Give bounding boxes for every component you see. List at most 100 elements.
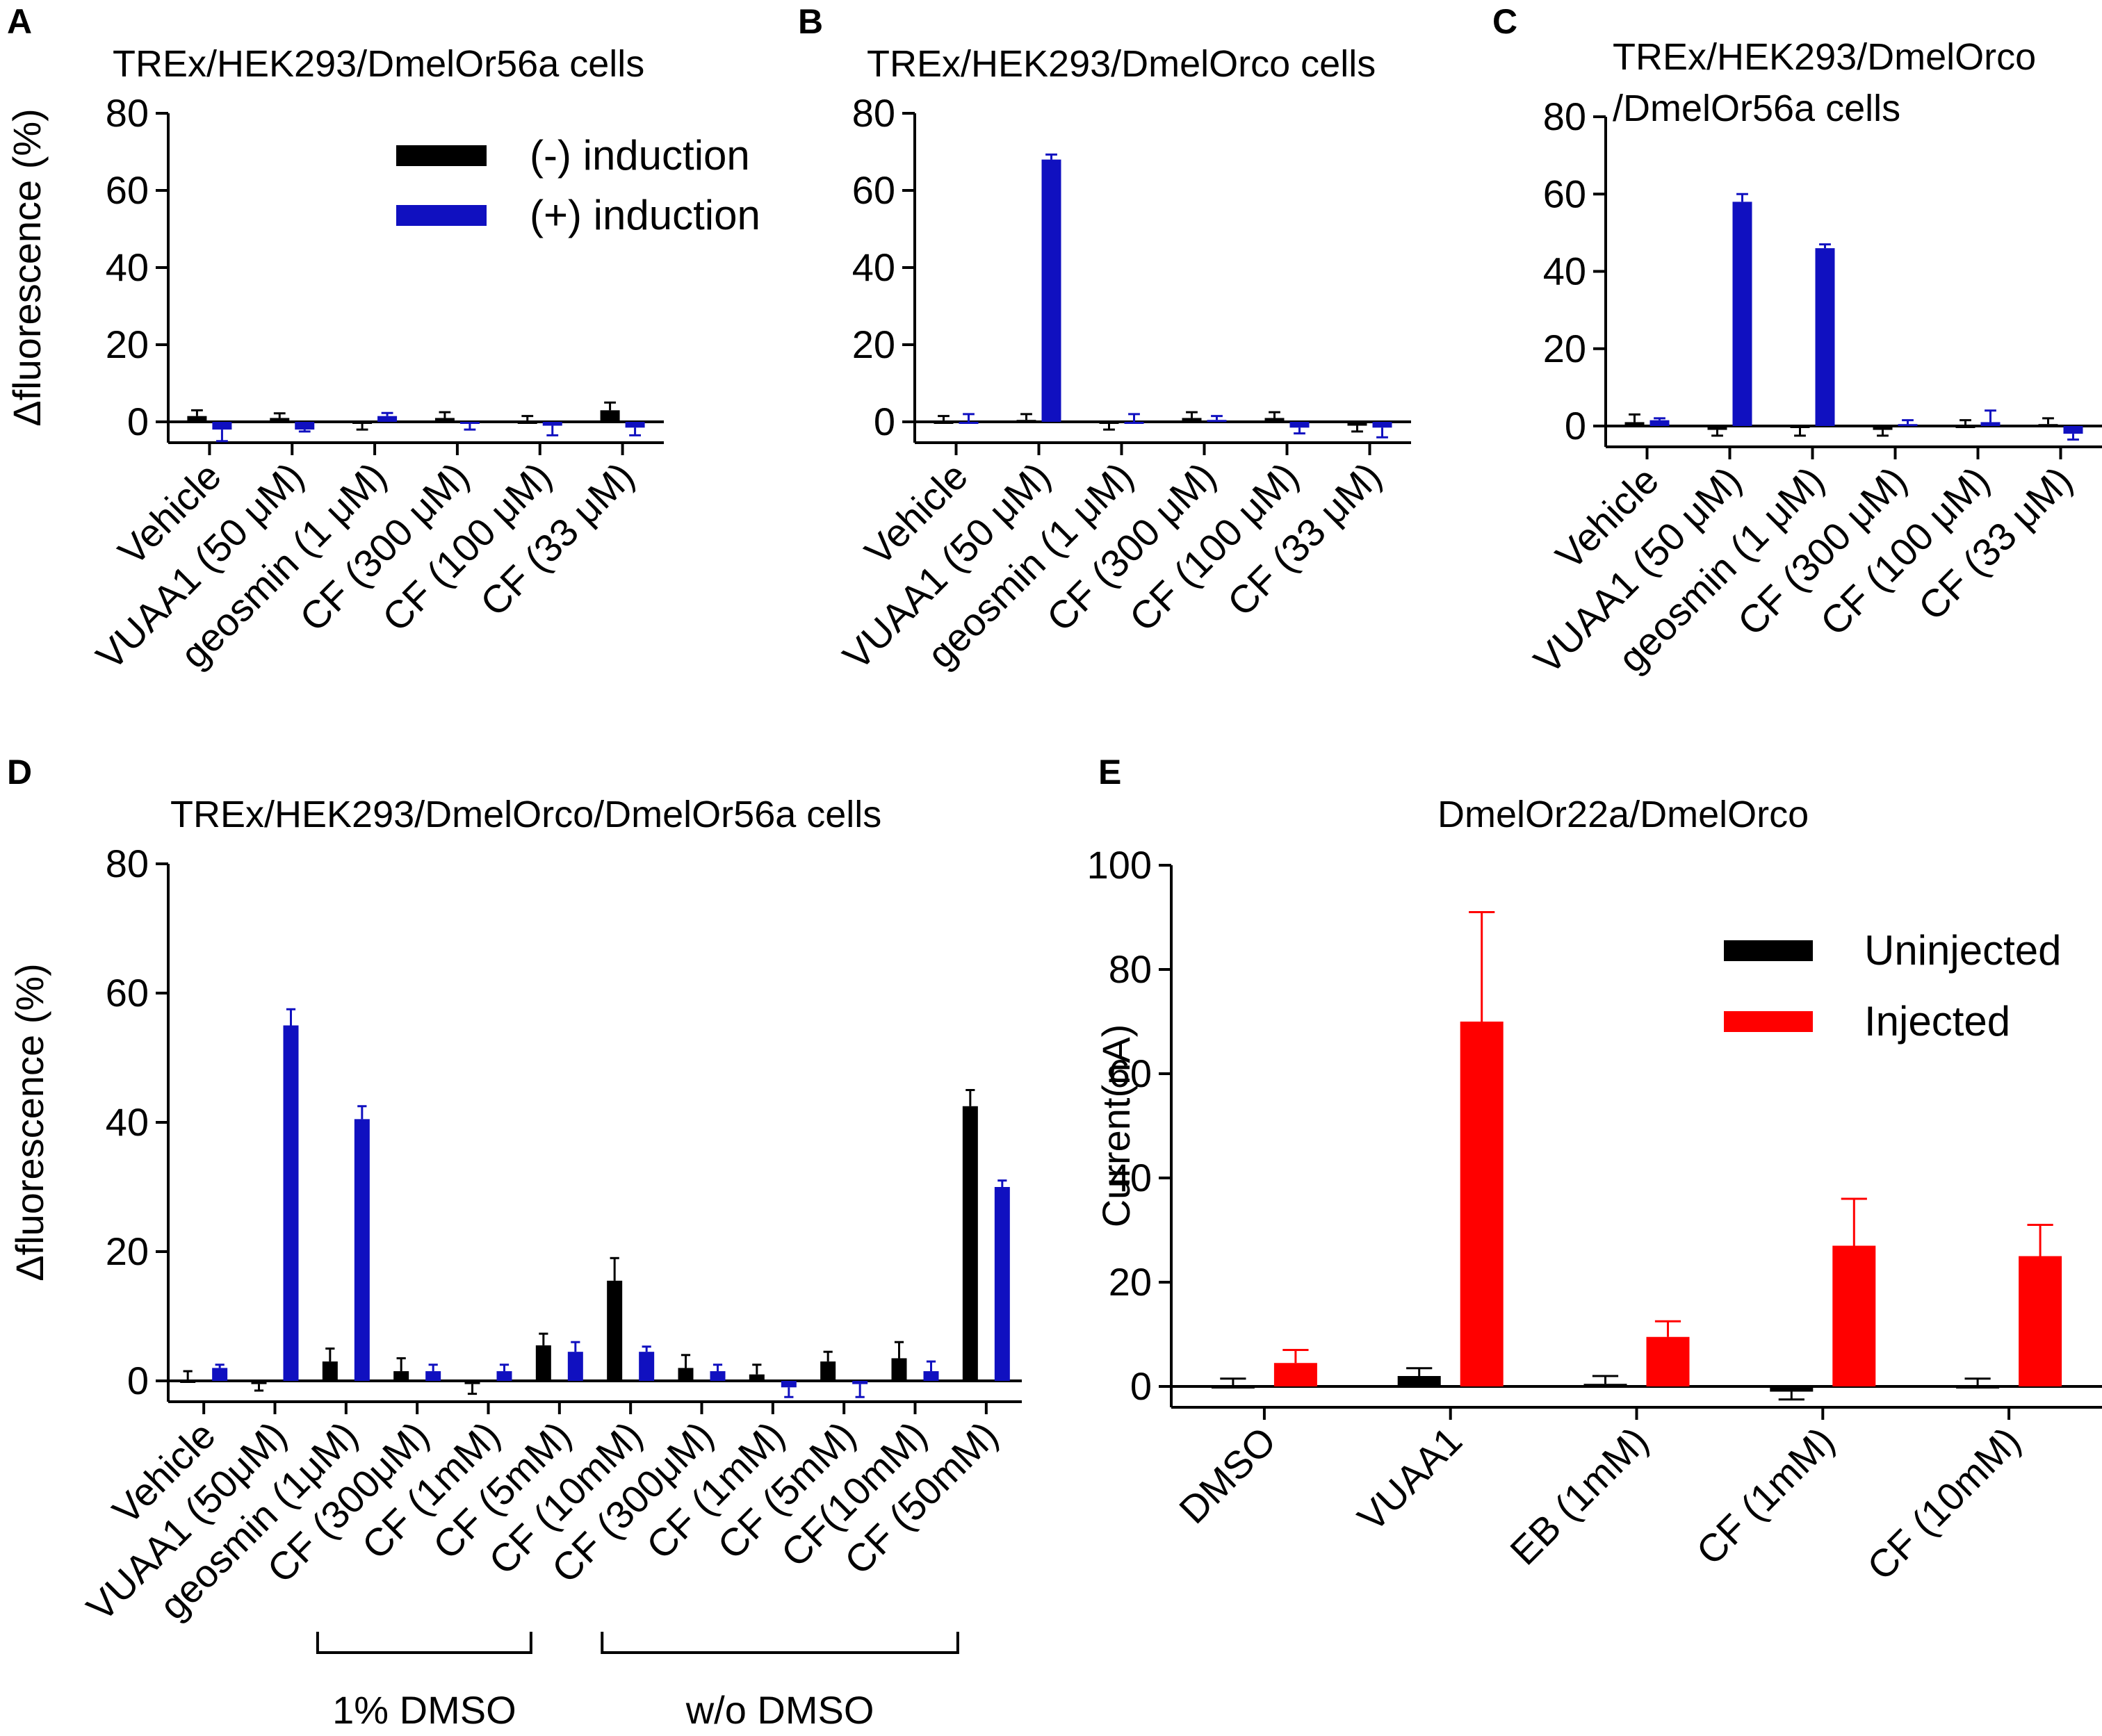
bar-series1: [749, 1374, 765, 1381]
panel-letter: E: [1098, 753, 1121, 792]
y-tick-label: 0: [1130, 1364, 1152, 1408]
y-tick-label: 40: [1109, 1156, 1152, 1199]
bar-series1: [1624, 422, 1645, 426]
bar-series2: [496, 1371, 512, 1381]
bar-series2: [567, 1352, 583, 1381]
bar-series2: [212, 422, 232, 430]
bar-series2: [2019, 1256, 2062, 1386]
y-axis-label: Δfluorescence (%): [8, 963, 51, 1281]
y-tick-label: 80: [106, 842, 149, 885]
panel-c: C TREx/HEK293/DmelOrco/DmelOr56a cells 0 20…: [1492, 2, 2102, 682]
y-tick-label: 60: [1109, 1051, 1152, 1095]
y-tick-label: 40: [1543, 249, 1586, 293]
bar-series2: [959, 422, 979, 424]
y-tick-label: 20: [106, 1229, 149, 1273]
bar-series1: [600, 410, 620, 422]
panel-title: /DmelOr56a cells: [1613, 88, 1900, 129]
y-tick-label: 40: [852, 245, 895, 289]
bar-series1: [934, 422, 954, 424]
bar-series1: [352, 422, 373, 424]
bar-series2: [1815, 248, 1835, 426]
bar-series1: [187, 416, 207, 422]
bar-series2: [1646, 1336, 1690, 1386]
bar-series2: [377, 416, 398, 422]
y-tick-label: 80: [1543, 95, 1586, 138]
bar-series1: [891, 1358, 907, 1381]
bar-series2: [425, 1371, 441, 1381]
panel-title: TREx/HEK293/DmelOr56a cells: [113, 43, 644, 85]
bar-series1: [1770, 1386, 1814, 1392]
bar-series1: [1583, 1384, 1627, 1386]
panel-letter: B: [798, 2, 823, 41]
bar-series1: [1397, 1376, 1441, 1386]
bar-series2: [923, 1371, 939, 1381]
bar-series2: [994, 1187, 1010, 1381]
bar-series2: [1980, 422, 2001, 426]
bar-series1: [607, 1280, 623, 1381]
y-tick-label: 40: [106, 1100, 149, 1144]
panel-title: TREx/HEK293/DmelOrco: [1613, 36, 2036, 78]
x-tick-label: EB (1mM): [1501, 1418, 1656, 1573]
legend-label: Injected: [1864, 998, 2010, 1045]
y-tick-label: 60: [1543, 172, 1586, 215]
y-axis-label: Current(nA): [1094, 1024, 1138, 1228]
bar-series1: [1099, 422, 1119, 424]
bar-series1: [393, 1371, 409, 1381]
panel-letter: A: [7, 2, 32, 41]
bar-series1: [1955, 426, 1975, 428]
legend-swatch: [1724, 940, 1813, 961]
panel-title: TREx/HEK293/DmelOrco/DmelOr56a cells: [170, 794, 881, 835]
y-tick-label: 80: [1109, 947, 1152, 991]
bar-series1: [678, 1368, 694, 1381]
bar-series2: [1649, 420, 1670, 426]
y-tick-label: 0: [127, 400, 149, 443]
y-tick-label: 0: [874, 400, 895, 443]
panel-a: A TREx/HEK293/DmelOr56a cells 0 20 40 60 80 Δfl…: [5, 2, 760, 678]
bar-series1: [1347, 422, 1367, 426]
legend-label: Uninjected: [1864, 927, 2062, 974]
y-tick-label: 0: [1565, 404, 1586, 448]
bar-series1: [1790, 426, 1810, 428]
y-tick-label: 0: [127, 1359, 149, 1402]
x-tick-label: CF (1mM): [1688, 1418, 1843, 1573]
y-tick-label: 80: [106, 91, 149, 135]
bar-series2: [212, 1368, 228, 1381]
legend-swatch: [1724, 1011, 1813, 1032]
bar-series1: [1211, 1386, 1255, 1389]
bar-series2: [542, 422, 562, 426]
bar-series1: [1264, 418, 1285, 422]
y-tick-label: 80: [852, 91, 895, 135]
y-tick-label: 60: [106, 971, 149, 1015]
bar-series1: [434, 418, 455, 422]
bar-series1: [1707, 426, 1727, 430]
x-tick-label: CF (10mM): [1859, 1418, 2029, 1589]
bar-series2: [1732, 202, 1752, 426]
y-tick-label: 20: [106, 322, 149, 366]
bar-series2: [1372, 422, 1392, 428]
bar-series2: [852, 1381, 868, 1384]
x-tick-label: DMSO: [1171, 1418, 1284, 1532]
bar-series1: [1182, 418, 1202, 422]
bar-series1: [270, 418, 290, 422]
y-tick-label: 40: [106, 245, 149, 289]
bar-series1: [2038, 424, 2058, 427]
bar-series1: [962, 1106, 978, 1381]
bar-series2: [295, 422, 315, 430]
bar-series2: [639, 1352, 655, 1381]
bar-series1: [322, 1361, 338, 1381]
bar-series2: [1832, 1245, 1876, 1386]
bar-series1: [464, 1381, 480, 1384]
bar-series1: [820, 1361, 836, 1381]
group-bracket: [601, 1632, 959, 1654]
y-tick-label: 60: [106, 168, 149, 212]
panel-title: DmelOr22a/DmelOrco: [1437, 794, 1809, 835]
panel-e: E DmelOr22a/DmelOrco 0 20 40 60 80 100 Current(n…: [1087, 753, 2102, 1589]
legend-swatch: [396, 205, 487, 226]
bar-series2: [459, 422, 480, 424]
bar-series2: [1898, 424, 1918, 427]
bar-series2: [1289, 422, 1310, 428]
bar-series1: [517, 422, 537, 424]
bar-series2: [781, 1381, 797, 1388]
